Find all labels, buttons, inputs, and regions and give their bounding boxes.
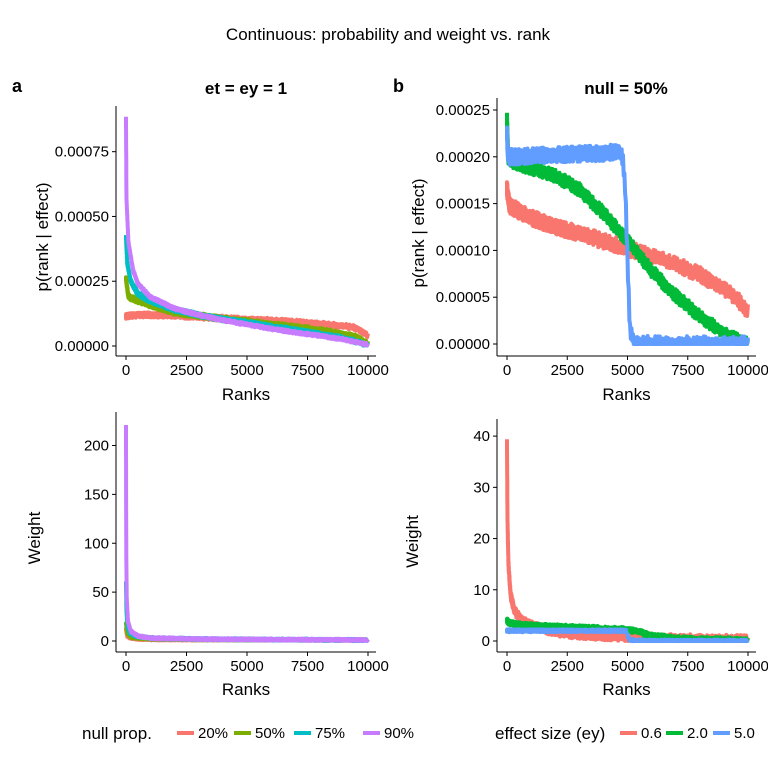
legend-label: 50%	[255, 725, 285, 742]
x-tick-label: 10000	[347, 658, 389, 675]
y-tick-label: 0.00000	[55, 338, 109, 355]
y-tick-label: 0.00025	[436, 102, 490, 119]
y-tick-label: 0.00050	[55, 208, 109, 225]
panel-tag: a	[12, 76, 23, 96]
legend-label: 0.6	[641, 725, 662, 742]
legend-label: 75%	[315, 725, 345, 742]
x-tick-label: 10000	[347, 362, 389, 379]
panel-b-bottom: 0 2500 5000 7500 10000 0 10 20 30 40 Ranks Weight	[403, 419, 768, 699]
y-tick-label: 10	[473, 582, 490, 599]
x-axis-label: Ranks	[602, 680, 650, 699]
panel-title: et = ey = 1	[205, 79, 287, 98]
x-tick-label: 7500	[291, 362, 324, 379]
legend-effect-size: effect size (ey) 0.6 2.0 5.0	[495, 724, 755, 743]
panel-tag: b	[393, 76, 404, 96]
x-tick-label: 7500	[291, 658, 324, 675]
panel-a-bottom: 0 2500 5000 7500 10000 0 50 100 150 200 Ranks Weigh…	[25, 412, 389, 699]
series-line-90%	[124, 116, 370, 348]
y-tick-label: 0.00010	[436, 242, 490, 259]
x-tick-label: 10000	[727, 362, 768, 379]
legend-label: 5.0	[734, 725, 755, 742]
x-axis-label: Ranks	[222, 680, 270, 699]
legend-label: 90%	[384, 725, 414, 742]
panel-a-top: 0 2500 5000 7500 10000 0.00000 0.00025 0.00050 0…	[12, 76, 389, 404]
x-tick-label: 10000	[727, 658, 768, 675]
y-tick-label: 0	[482, 633, 490, 650]
legend-left-title: null prop.	[82, 724, 152, 743]
x-tick-label: 0	[122, 362, 130, 379]
x-axis-label: Ranks	[602, 385, 650, 404]
y-tick-label: 0.00075	[55, 144, 109, 161]
x-axis-label: Ranks	[222, 385, 270, 404]
x-tick-label: 5000	[611, 362, 644, 379]
y-tick-label: 30	[473, 479, 490, 496]
legend-label: 20%	[198, 725, 228, 742]
y-tick-label: 0.00025	[55, 273, 109, 290]
series-line-5.0	[505, 125, 750, 346]
x-tick-label: 5000	[230, 362, 263, 379]
x-tick-label: 0	[503, 658, 511, 675]
series-line-90%	[124, 425, 370, 643]
x-tick-label: 5000	[611, 658, 644, 675]
x-tick-label: 7500	[671, 362, 704, 379]
y-tick-label: 0	[101, 633, 109, 650]
series-line-0.6	[505, 180, 750, 318]
y-tick-label: 0.00005	[436, 289, 490, 306]
x-tick-label: 7500	[671, 658, 704, 675]
series-line-5.0	[505, 627, 750, 643]
panel-b-top: 0 2500 5000 7500 10000 0.00000 0.00005 0.00010 0…	[393, 76, 768, 404]
x-tick-label: 0	[503, 362, 511, 379]
series-line-75%	[124, 581, 370, 643]
panel-title: null = 50%	[584, 79, 668, 98]
y-axis-label: Weight	[403, 515, 422, 568]
y-tick-label: 20	[473, 531, 490, 548]
x-tick-label: 2500	[551, 658, 584, 675]
y-tick-label: 0.00020	[436, 149, 490, 166]
y-tick-label: 150	[84, 486, 109, 503]
y-tick-label: 40	[473, 428, 490, 445]
y-axis-label: Weight	[25, 511, 44, 564]
x-tick-label: 0	[122, 658, 130, 675]
figure-title: Continuous: probability and weight vs. r…	[226, 25, 551, 44]
series-line-0.6	[505, 439, 750, 643]
legend-label: 2.0	[687, 725, 708, 742]
x-tick-label: 2500	[170, 362, 203, 379]
legend-right-title: effect size (ey)	[495, 724, 605, 743]
y-tick-label: 0.00015	[436, 196, 490, 213]
y-tick-label: 100	[84, 535, 109, 552]
x-tick-label: 2500	[170, 658, 203, 675]
series-line-2.0	[505, 616, 750, 643]
x-tick-label: 2500	[551, 362, 584, 379]
legend-null-prop: null prop. 20% 50% 75% 90%	[82, 724, 414, 743]
x-tick-label: 5000	[230, 658, 263, 675]
y-axis-label: p(rank | effect)	[33, 183, 52, 292]
y-tick-label: 0.00000	[436, 336, 490, 353]
y-tick-label: 50	[92, 584, 109, 601]
y-axis-label: p(rank | effect)	[409, 179, 428, 288]
y-tick-label: 200	[84, 438, 109, 455]
